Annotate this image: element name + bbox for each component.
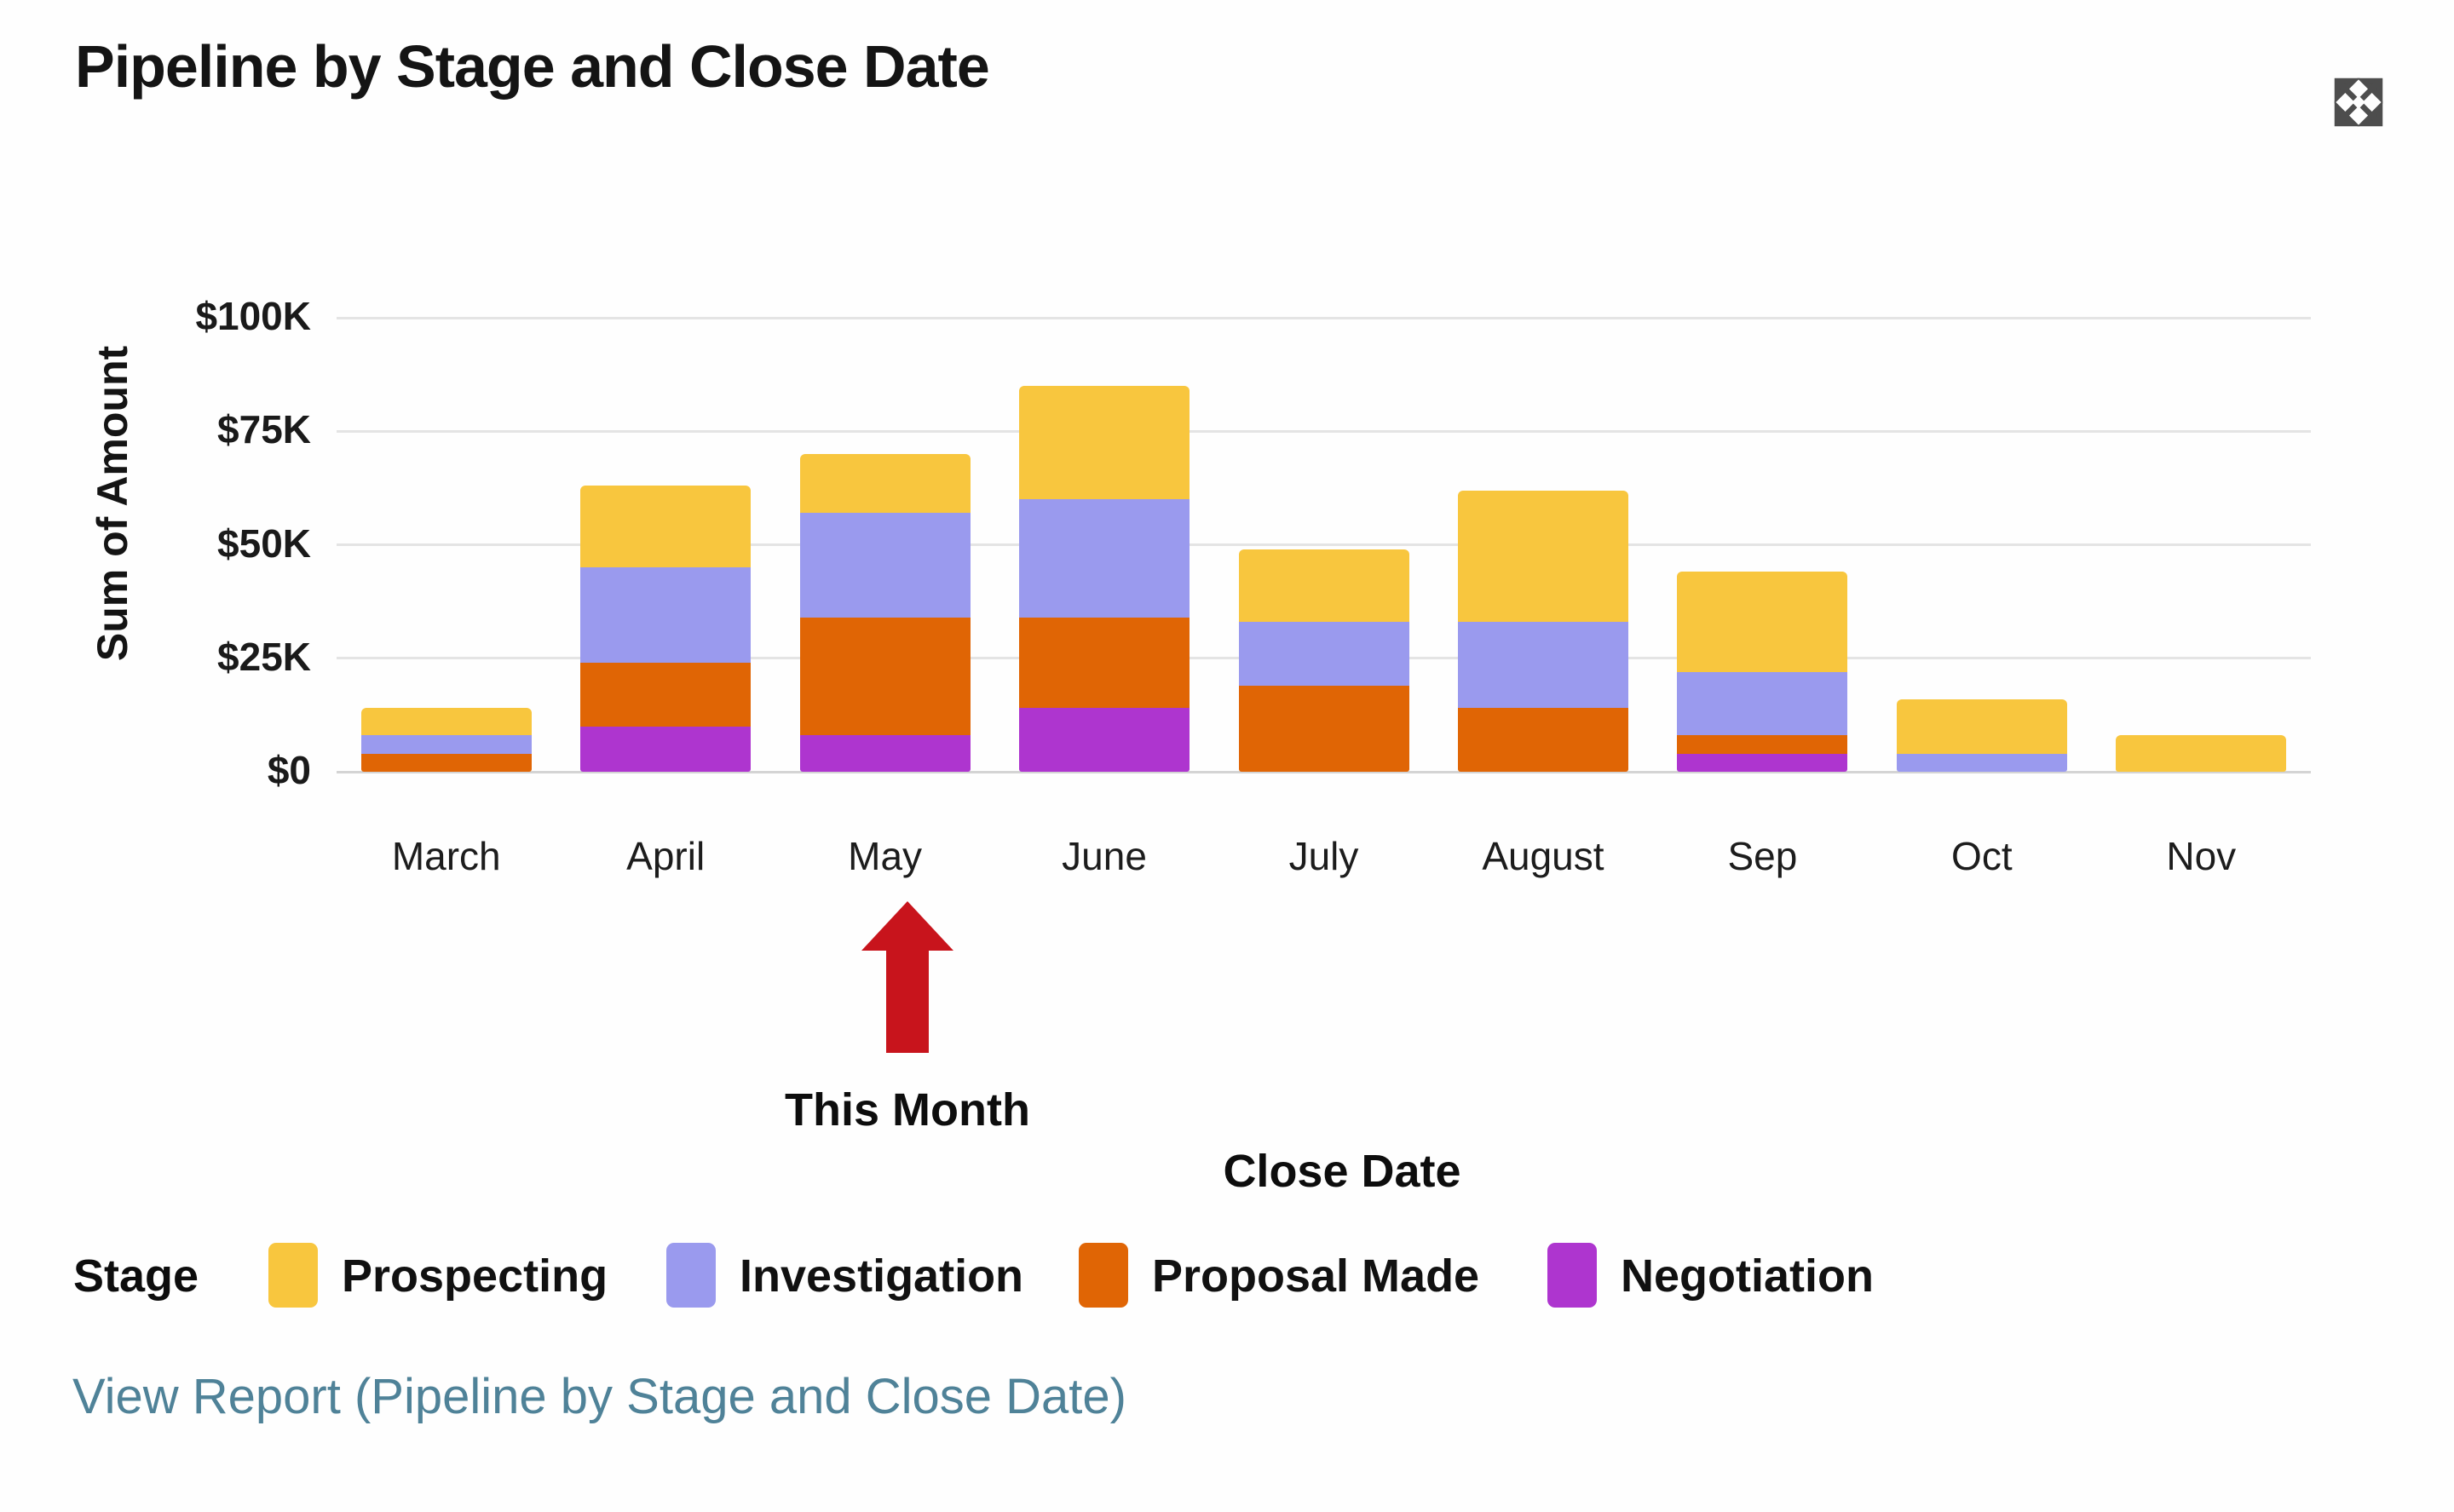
gridline-0 xyxy=(337,770,2311,773)
view-report-link[interactable]: View Report (Pipeline by Stage and Close… xyxy=(72,1369,1126,1424)
legend-swatch-negotiation xyxy=(1547,1243,1597,1308)
segment-negotiation[interactable] xyxy=(799,735,971,772)
x-tick-april: April xyxy=(626,834,706,878)
this-month-label: This Month xyxy=(785,1084,1030,1135)
segment-proposal-made[interactable] xyxy=(360,753,532,772)
x-tick-may: May xyxy=(848,834,923,878)
segment-proposal-made[interactable] xyxy=(1457,708,1628,772)
x-axis-title: Close Date xyxy=(1223,1146,1461,1197)
bar-may[interactable] xyxy=(799,453,971,772)
segment-prospecting[interactable] xyxy=(799,453,971,514)
x-tick-june: June xyxy=(1062,834,1147,878)
y-tick-label: $75K xyxy=(217,407,311,452)
x-tick-march: March xyxy=(391,834,501,878)
bar-sep[interactable] xyxy=(1677,572,1848,772)
x-tick-august: August xyxy=(1482,834,1604,878)
y-tick-label: $25K xyxy=(217,634,311,679)
segment-prospecting[interactable] xyxy=(1896,699,2067,754)
segment-proposal-made[interactable] xyxy=(1238,685,1409,772)
segment-investigation[interactable] xyxy=(1238,622,1409,686)
segment-prospecting[interactable] xyxy=(1677,572,1848,672)
bar-nov[interactable] xyxy=(2116,735,2287,772)
bar-march[interactable] xyxy=(360,708,532,772)
segment-investigation[interactable] xyxy=(1019,499,1190,618)
segment-prospecting[interactable] xyxy=(360,708,532,736)
legend-title: Stage xyxy=(73,1250,199,1302)
page-title: Pipeline by Stage and Close Date xyxy=(75,33,990,100)
y-tick-label: $100K xyxy=(195,294,311,338)
legend: Stage Prospecting Investigation Proposal M… xyxy=(0,1239,2454,1316)
segment-prospecting[interactable] xyxy=(2116,735,2287,772)
x-tick-july: July xyxy=(1288,834,1359,878)
gridline-100K xyxy=(337,316,2311,319)
segment-investigation[interactable] xyxy=(1896,753,2067,772)
legend-label: Proposal Made xyxy=(1152,1250,1480,1302)
segment-investigation[interactable] xyxy=(1677,671,1848,736)
segment-investigation[interactable] xyxy=(580,567,752,664)
legend-swatch-investigation xyxy=(666,1243,716,1308)
x-tick-oct: Oct xyxy=(1951,834,2013,878)
segment-prospecting[interactable] xyxy=(1019,385,1190,500)
segment-proposal-made[interactable] xyxy=(799,617,971,736)
legend-swatch-proposal-made xyxy=(1079,1243,1128,1308)
segment-proposal-made[interactable] xyxy=(1019,617,1190,709)
legend-label: Prospecting xyxy=(342,1250,608,1302)
segment-negotiation[interactable] xyxy=(1677,753,1848,772)
expand-icon[interactable] xyxy=(2333,77,2384,128)
bar-oct[interactable] xyxy=(1896,699,2067,772)
segment-prospecting[interactable] xyxy=(1238,549,1409,623)
y-tick-label: $50K xyxy=(217,520,311,566)
x-tick-nov: Nov xyxy=(2166,834,2237,878)
segment-investigation[interactable] xyxy=(799,513,971,618)
segment-negotiation[interactable] xyxy=(580,726,752,772)
bar-june[interactable] xyxy=(1019,385,1190,772)
this-month-arrow-icon xyxy=(861,901,953,1053)
segment-investigation[interactable] xyxy=(360,735,532,754)
segment-prospecting[interactable] xyxy=(1457,490,1628,623)
gridline-75K xyxy=(337,429,2311,433)
gridline-50K xyxy=(337,543,2311,546)
bar-july[interactable] xyxy=(1238,549,1409,772)
segment-investigation[interactable] xyxy=(1457,622,1628,709)
legend-label: Negotiation xyxy=(1621,1250,1874,1302)
bar-april[interactable] xyxy=(580,486,752,772)
segment-negotiation[interactable] xyxy=(1019,708,1190,772)
segment-proposal-made[interactable] xyxy=(580,663,752,727)
segment-prospecting[interactable] xyxy=(580,486,752,568)
y-tick-label: $0 xyxy=(267,748,311,792)
x-tick-sep: Sep xyxy=(1727,834,1798,878)
legend-swatch-prospecting xyxy=(268,1243,318,1308)
legend-label: Investigation xyxy=(740,1250,1024,1302)
segment-proposal-made[interactable] xyxy=(1677,735,1848,754)
bar-august[interactable] xyxy=(1457,490,1628,772)
